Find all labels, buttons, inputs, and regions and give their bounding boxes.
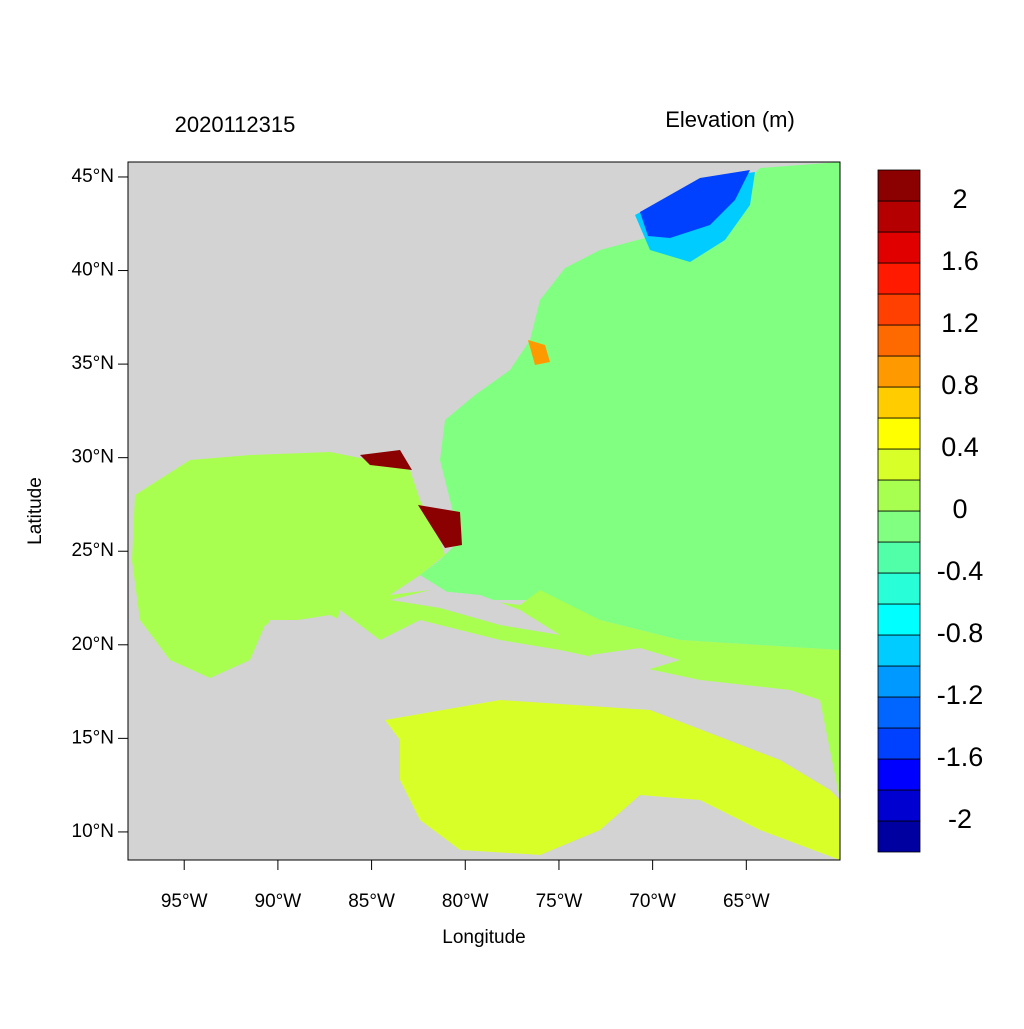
colorbar-box (877, 572, 921, 605)
x-tick-label: 95°W (161, 891, 208, 912)
colorbar-label: 2 (952, 184, 967, 214)
colorbar-box (877, 200, 921, 233)
colorbar-box (877, 820, 921, 853)
map-frame (127, 161, 841, 861)
y-tick-label: 15°N (72, 727, 114, 748)
x-axis-label: Longitude (442, 927, 525, 948)
colorbar-box (877, 169, 921, 202)
y-tick-label: 20°N (72, 634, 114, 655)
colorbar-box (877, 789, 921, 822)
florida-surge (418, 505, 462, 548)
colorbar-label: -2 (948, 804, 972, 834)
x-tick-label: 75°W (536, 891, 583, 912)
colorbar-label: 0.4 (941, 432, 979, 462)
gulf-coast-surge (360, 450, 412, 470)
colorbar-box (877, 448, 921, 481)
colorbar-label: 0.8 (941, 370, 979, 400)
colorbar-box (877, 603, 921, 636)
x-tick-label: 90°W (255, 891, 302, 912)
colorbar-label: -0.4 (937, 556, 984, 586)
colorbar-box (877, 355, 921, 388)
colorbar-box (877, 541, 921, 574)
colorbar-box (877, 417, 921, 450)
hispaniola (590, 648, 680, 672)
colorbar-box (877, 231, 921, 264)
colorbar-box (877, 727, 921, 760)
cuba (390, 590, 560, 635)
x-tick-label: 65°W (723, 891, 770, 912)
colorbar-box (877, 262, 921, 295)
y-tick-label: 30°N (72, 447, 114, 468)
map-subtitle: Elevation (m) (665, 107, 795, 132)
x-tick-label: 85°W (348, 891, 395, 912)
map-title: 2020112315 (175, 112, 296, 137)
atlantic-sea (420, 162, 840, 650)
yucatan (250, 615, 340, 720)
south-caribbean-sea (385, 700, 840, 860)
colorbar-box (877, 324, 921, 357)
colorbar-box (877, 479, 921, 512)
bay-surge (528, 340, 550, 365)
colorbar-box (877, 696, 921, 729)
x-tick-label: 70°W (629, 891, 676, 912)
colorbar-label: -1.6 (937, 742, 984, 772)
colorbar: -2 -1.6 -1.2 -0.8 -0.4 0 0.4 0.8 1.2 1.6 2 (877, 169, 984, 853)
y-tick-label: 45°N (72, 166, 114, 187)
colorbar-label: 1.2 (941, 308, 979, 338)
gulf-of-maine-lower (640, 170, 750, 238)
colorbar-label: 1.6 (941, 246, 979, 276)
y-tick-label: 10°N (72, 821, 114, 842)
colorbar-label: 0 (952, 494, 967, 524)
colorbar-box (877, 386, 921, 419)
colorbar-label: -1.2 (937, 680, 984, 710)
colorbar-box (877, 758, 921, 791)
y-tick-label: 25°N (72, 540, 114, 561)
y-tick-label: 35°N (72, 353, 114, 374)
colorbar-box (877, 510, 921, 543)
axes: 95°W 90°W 85°W 80°W 75°W 70°W 65°W 10°N 15°N 20°N… (72, 166, 770, 912)
colorbar-label: -0.8 (937, 618, 984, 648)
central-america (128, 720, 540, 860)
gulf-caribbean-sea (132, 452, 840, 800)
y-axis-label: Latitude (25, 477, 46, 545)
colorbar-box (877, 634, 921, 667)
x-tick-label: 80°W (442, 891, 489, 912)
map-area (127, 161, 841, 861)
y-tick-label: 40°N (72, 260, 114, 281)
colorbar-box (877, 665, 921, 698)
jamaica (500, 675, 525, 688)
colorbar-box (877, 293, 921, 326)
